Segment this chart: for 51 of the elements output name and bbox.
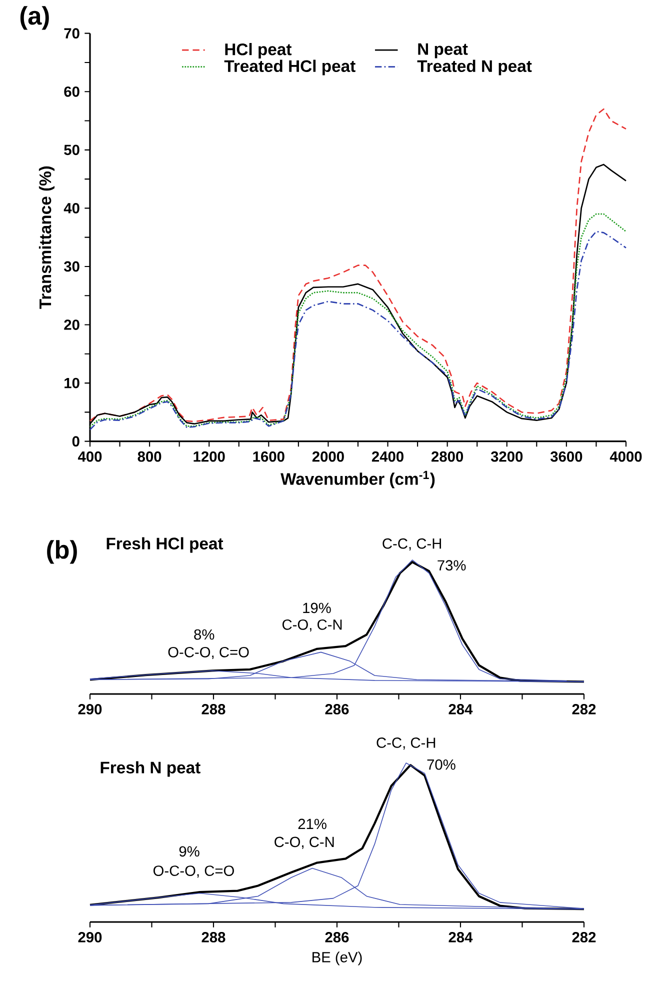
annotation: 19% bbox=[303, 602, 331, 614]
x-tick-label: 284 bbox=[448, 704, 473, 714]
x-tick-label: 3600 bbox=[550, 451, 582, 462]
x-tick-label: 284 bbox=[448, 932, 473, 942]
x-tick-label: 288 bbox=[202, 704, 226, 714]
chart-title: Fresh N peat bbox=[100, 761, 200, 777]
x-tick-label: 4000 bbox=[610, 451, 642, 462]
y-tick-label: 70 bbox=[64, 28, 80, 39]
text: C-C, C-H bbox=[376, 738, 436, 750]
y-tick-label: 10 bbox=[64, 378, 80, 388]
annotation: 9% bbox=[179, 846, 200, 857]
x-tick-label: 2400 bbox=[372, 451, 404, 462]
annotation: 70% bbox=[427, 759, 456, 770]
x-axis-title: BE (eV) bbox=[312, 952, 362, 966]
x-tick-label: 286 bbox=[325, 932, 349, 942]
x-tick-label: 1600 bbox=[253, 451, 284, 462]
legend-label: HCl peat bbox=[225, 43, 292, 59]
chart-title: (b) bbox=[47, 540, 77, 564]
annotation: 73% bbox=[438, 560, 466, 571]
y-tick-label: 30 bbox=[64, 261, 80, 272]
x-tick-label: 1200 bbox=[194, 451, 225, 462]
annotation: O-C-O, C=O bbox=[153, 866, 234, 878]
x-tick-label: 290 bbox=[78, 704, 102, 714]
legend-label: Treated N peat bbox=[417, 60, 532, 76]
text: C-C, C-H bbox=[382, 538, 441, 551]
x-tick-label: 3200 bbox=[490, 451, 523, 462]
y-axis-title: Transmittance (%) bbox=[38, 166, 54, 309]
annotation: C-O, C-N bbox=[282, 619, 342, 632]
legend-label: Treated HCl peat bbox=[224, 60, 356, 76]
x-tick-label: 2000 bbox=[312, 451, 344, 462]
annotation: 8% bbox=[194, 629, 214, 640]
legend-label: N peat bbox=[418, 43, 468, 58]
x-tick-label: 286 bbox=[325, 704, 349, 714]
annotation: 21% bbox=[298, 818, 326, 830]
y-tick-label: 0 bbox=[72, 436, 80, 447]
x-tick-label: 282 bbox=[572, 932, 596, 942]
annotation: C-O, C-N bbox=[274, 836, 334, 849]
x-tick-label: 400 bbox=[78, 451, 102, 462]
annotation: O-C-O, C=O bbox=[168, 646, 249, 660]
chart-title: (a) bbox=[20, 6, 49, 30]
y-tick-label: 40 bbox=[64, 203, 80, 214]
x-tick-label: 282 bbox=[572, 704, 596, 714]
x-tick-label: 2800 bbox=[432, 451, 464, 462]
y-tick-label: 20 bbox=[64, 320, 80, 330]
y-tick-label: 60 bbox=[64, 86, 80, 97]
chart-subtitle: Fresh HCl peat bbox=[106, 537, 224, 553]
x-tick-label: 800 bbox=[138, 451, 162, 462]
x-tick-label: 288 bbox=[202, 932, 226, 942]
y-tick-label: 50 bbox=[64, 144, 80, 156]
x-tick-label: 290 bbox=[78, 932, 102, 942]
x-axis-title: Wavenumber (cm$^{-1}$) bbox=[280, 470, 435, 488]
